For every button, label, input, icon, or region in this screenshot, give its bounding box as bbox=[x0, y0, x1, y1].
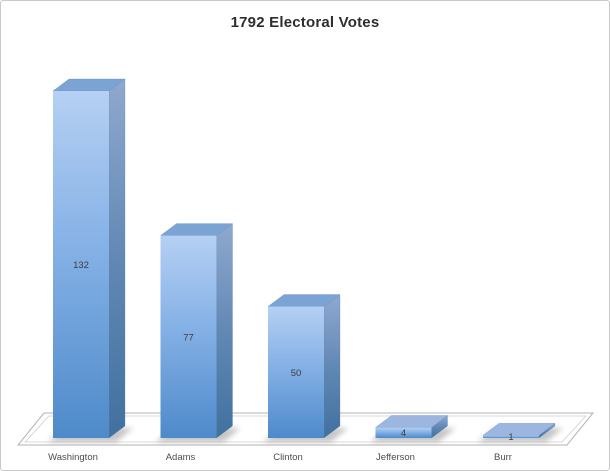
bar-side-face bbox=[323, 294, 341, 439]
value-label: 132 bbox=[73, 260, 89, 271]
bar-front-face bbox=[483, 435, 539, 438]
bar-adams[interactable]: 77 bbox=[155, 223, 241, 442]
bar-front-face bbox=[160, 235, 217, 438]
value-label: 77 bbox=[183, 332, 194, 343]
bar-front-face bbox=[375, 427, 432, 438]
bar-side-face bbox=[216, 223, 233, 439]
category-label-washington: Washington bbox=[48, 452, 98, 463]
value-label: 4 bbox=[401, 428, 406, 439]
bar-jefferson[interactable]: 4 bbox=[370, 415, 456, 442]
bar-washington[interactable]: 132 bbox=[48, 78, 133, 442]
bar-front-face bbox=[53, 91, 109, 438]
bar-front-face bbox=[268, 306, 324, 438]
value-label: 1 bbox=[508, 432, 513, 443]
value-label: 50 bbox=[291, 368, 302, 379]
category-label-burr: Burr bbox=[494, 452, 512, 463]
bar-clinton[interactable]: 50 bbox=[263, 294, 348, 442]
bar-side-face bbox=[108, 78, 126, 439]
category-label-clinton: Clinton bbox=[273, 452, 303, 463]
category-label-adams: Adams bbox=[166, 452, 196, 463]
chart-title: 1792 Electoral Votes bbox=[230, 14, 380, 31]
category-label-jefferson: Jefferson bbox=[376, 452, 415, 463]
bar-burr[interactable]: 1 bbox=[478, 423, 563, 443]
